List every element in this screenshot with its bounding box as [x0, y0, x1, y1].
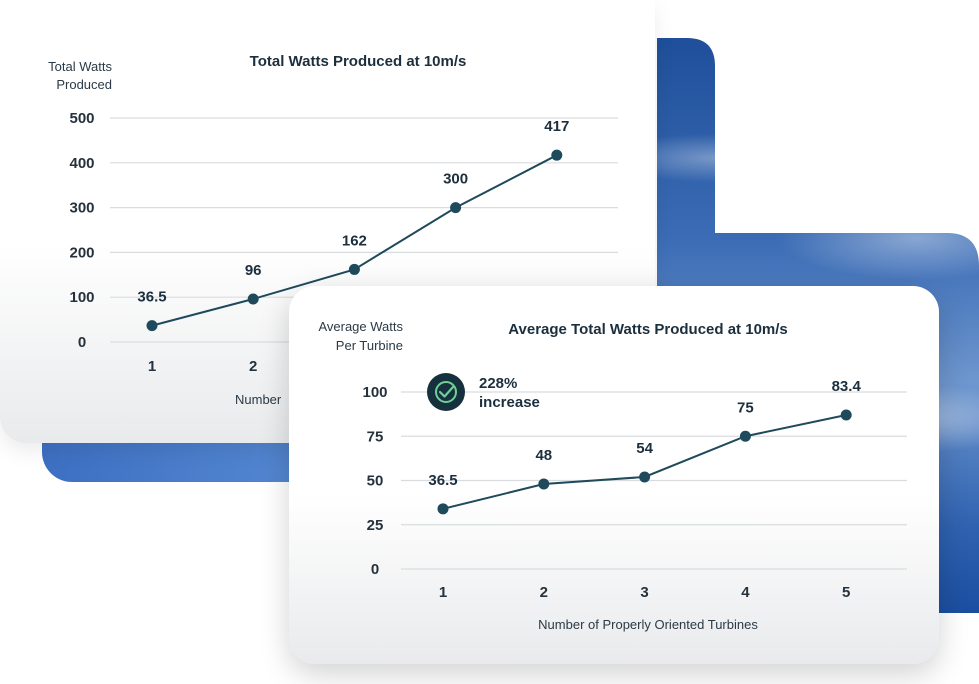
y-tick-label: 100 [69, 289, 94, 306]
data-point [739, 430, 751, 442]
x-axis-label: Number [235, 392, 282, 407]
data-point [146, 320, 158, 332]
data-point [551, 149, 563, 161]
y-axis-label-line2: Per Turbine [336, 338, 403, 353]
chart-title: Average Total Watts Produced at 10m/s [508, 321, 788, 338]
data-label: 162 [342, 232, 367, 249]
y-axis-label-line2: Produced [56, 77, 112, 92]
data-point [247, 293, 259, 305]
data-label: 36.5 [137, 289, 166, 306]
data-label: 300 [443, 171, 468, 188]
y-tick-label: 500 [69, 110, 94, 127]
x-tick-label: 1 [439, 584, 447, 601]
y-tick-label: 0 [371, 561, 379, 578]
x-axis-label: Number of Properly Oriented Turbines [538, 617, 758, 632]
data-label: 83.4 [832, 378, 862, 395]
data-point [450, 202, 462, 214]
chart-title: Total Watts Produced at 10m/s [250, 53, 467, 70]
x-tick-label: 5 [842, 584, 850, 601]
data-label: 417 [544, 118, 569, 135]
y-axis-label-line1: Total Watts [48, 59, 112, 74]
data-point [840, 409, 852, 421]
data-point [538, 478, 550, 490]
x-tick-label: 1 [148, 358, 156, 375]
total-watts-chart: Total Watts Produced at 10m/s Total Watt… [48, 53, 618, 407]
badge-value: 228% [479, 375, 517, 392]
y-tick-label: 300 [69, 200, 94, 217]
y-tick-label: 50 [367, 473, 384, 490]
data-label: 48 [535, 447, 552, 464]
data-label: 96 [245, 262, 262, 279]
x-tick-label: 2 [249, 358, 257, 375]
y-tick-label: 75 [367, 428, 384, 445]
x-tick-label: 3 [640, 584, 648, 601]
y-tick-label: 200 [69, 244, 94, 261]
check-circle-icon [427, 373, 465, 411]
y-tick-label: 25 [367, 517, 384, 534]
x-tick-label: 4 [741, 584, 750, 601]
data-point [437, 503, 449, 515]
y-tick-label: 0 [78, 334, 86, 351]
y-tick-label: 400 [69, 155, 94, 172]
average-watts-chart: Average Total Watts Produced at 10m/s Av… [318, 319, 907, 632]
data-label: 54 [636, 440, 653, 457]
increase-badge: 228% increase [427, 373, 540, 411]
y-tick-label: 100 [362, 384, 387, 401]
data-label: 75 [737, 399, 754, 416]
x-tick-label: 2 [540, 584, 548, 601]
data-point [639, 471, 651, 483]
data-label: 36.5 [428, 472, 457, 489]
data-point [348, 263, 360, 275]
badge-caption: increase [479, 394, 540, 411]
y-axis-label-line1: Average Watts [318, 319, 403, 334]
check-ring [435, 381, 457, 403]
check-mark [438, 385, 455, 398]
series-line [442, 414, 847, 510]
average-watts-chart-card: Average Total Watts Produced at 10m/s Av… [289, 286, 939, 664]
